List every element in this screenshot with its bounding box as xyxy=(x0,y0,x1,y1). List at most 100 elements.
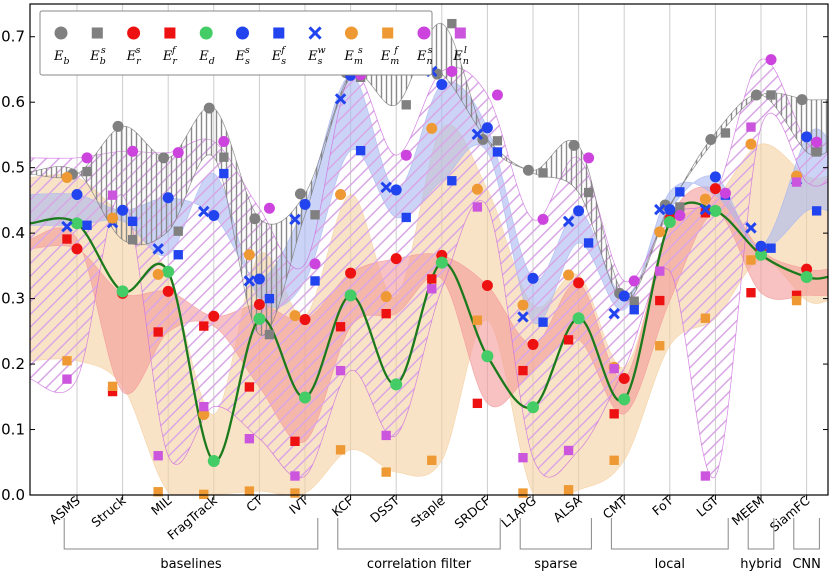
point-E_s-w-ct-b xyxy=(243,275,256,287)
point-E_r-s-ivt xyxy=(299,314,311,326)
group-label-hybrid: hybrid xyxy=(740,557,781,572)
ytick-label-5: 0.5 xyxy=(1,159,25,177)
point-E_n-s-lgt xyxy=(719,187,731,199)
point-E_r-s-lgt xyxy=(709,183,721,195)
point-E_m-s-lgt xyxy=(699,193,711,205)
point-E_r-s-dsst xyxy=(390,253,402,265)
point-E_n-s-fragtrack xyxy=(218,135,230,147)
point-E_d-meem xyxy=(755,248,767,261)
point-E_d-staple xyxy=(435,256,448,269)
legend-marker-E_r-s xyxy=(127,26,141,40)
point-E_r-s-ct xyxy=(253,298,265,310)
point-E_b-ivt xyxy=(294,188,306,200)
point-E_r-f-cmt xyxy=(609,409,619,419)
point-E_s-w-alsa-b xyxy=(562,215,575,228)
point-E_s-s-l1apg xyxy=(527,272,539,284)
xtick-label-kcf: KCF xyxy=(329,493,357,520)
point-E_s-s-meem xyxy=(755,240,767,252)
point-E_n-l-siamfc xyxy=(791,177,802,187)
point-E_n-s-cmt xyxy=(628,275,640,287)
point-E_s-w-cmt-b xyxy=(608,307,620,320)
point-E_n-s-ivt xyxy=(309,258,321,270)
legend: Eb Ebs Ers Erf Ed Ess Esf Esw Ems Emf Ens Enl xyxy=(39,10,469,76)
point-E_b-s-fragtrack xyxy=(219,152,229,162)
point-E_r-f-fot xyxy=(655,295,665,306)
legend-box xyxy=(39,10,433,76)
xtick-label-alsa: ALSA xyxy=(550,493,585,525)
point-E_d-struck xyxy=(116,285,129,298)
point-E_b-s-ivt xyxy=(310,210,320,220)
point-E_s-w-l1apg xyxy=(517,311,529,323)
point-E_s-w-lgt-b xyxy=(699,203,712,216)
legend-marker-E_m-f xyxy=(382,27,394,39)
legend-marker-E_s-w-b xyxy=(308,26,322,40)
point-E_b-staple xyxy=(431,68,443,80)
point-E_m-f-l1apg xyxy=(518,488,528,498)
point-E_m-s-fot xyxy=(654,226,666,238)
point-E_b-siamfc xyxy=(796,94,808,106)
point-E_n-l-ivt xyxy=(290,471,300,481)
point-E_s-s-dsst xyxy=(390,184,402,196)
bracket-baselines xyxy=(63,518,319,550)
point-E_s-f-fragtrack xyxy=(219,168,229,179)
point-E_n-s-alsa xyxy=(583,152,595,164)
point-E_b-alsa xyxy=(568,139,580,151)
point-E_n-l-staple xyxy=(427,284,437,294)
point-E_b-struck xyxy=(112,120,124,132)
group-label-CNN: CNN xyxy=(792,557,821,572)
point-E_m-f-kcf xyxy=(335,445,346,455)
point-E_m-f-ivt xyxy=(290,488,300,498)
point-E_s-w-mil-b xyxy=(152,243,164,255)
xtick-label-srdcf: SRDCF xyxy=(451,493,493,532)
legend-label-E_b: Eb xyxy=(53,49,70,67)
point-E_b-s-alsa xyxy=(583,187,594,198)
point-E_m-f-ct xyxy=(244,486,255,496)
point-E_s-f-staple xyxy=(447,176,457,186)
legend-marker-E_s-s xyxy=(236,26,249,40)
point-E_s-s-fragtrack xyxy=(208,209,220,221)
point-E_m-s-ivt xyxy=(289,310,301,322)
point-E_n-l-fragtrack xyxy=(199,401,209,412)
bracket-correlation-filter xyxy=(337,518,501,550)
point-E_m-s-mil xyxy=(152,268,164,280)
point-E_d-cmt xyxy=(618,393,631,406)
point-E_b-l1apg xyxy=(522,164,534,176)
legend-marker-E_s-f xyxy=(273,27,285,39)
point-E_n-l-struck xyxy=(107,190,118,200)
legend-label-E_r-s: Ers xyxy=(126,45,143,67)
point-E_s-f-ivt xyxy=(310,276,320,286)
point-E_r-f-ivt xyxy=(290,436,300,446)
point-E_d-siamfc xyxy=(800,270,813,283)
point-E_s-s-staple xyxy=(436,79,448,91)
point-E_n-s-siamfc xyxy=(811,136,823,148)
point-E_s-w-ct xyxy=(243,275,256,287)
group-label-sparse: sparse xyxy=(534,557,577,572)
point-E_n-l-cmt xyxy=(609,363,619,374)
point-E_s-w-kcf xyxy=(334,93,347,105)
legend-label-E_s-w: Esw xyxy=(307,45,326,67)
point-E_b-s-cmt xyxy=(629,296,639,306)
point-E_m-s-staple xyxy=(426,122,438,134)
xtick-label-struck: Struck xyxy=(88,492,129,530)
legend-label-E_d: Ed xyxy=(198,49,215,67)
group-label-baselines: baselines xyxy=(160,557,221,572)
point-E_m-s-srdcf xyxy=(471,183,483,195)
point-E_m-f-fot xyxy=(655,341,665,351)
point-E_r-f-fragtrack xyxy=(199,321,209,331)
point-E_s-s-lgt xyxy=(709,171,721,183)
point-E_m-f-struck xyxy=(107,381,118,392)
group-label-local: local xyxy=(655,557,685,572)
point-E_r-s-alsa xyxy=(573,277,585,289)
point-E_b-s-struck xyxy=(127,235,138,245)
legend-label-E_s-f: Esf xyxy=(271,45,287,67)
point-E_s-w-fragtrack-b xyxy=(198,205,210,218)
xtick-label-ivt: IVT xyxy=(286,493,311,517)
point-E_b-s-dsst xyxy=(401,100,411,110)
point-E_m-f-fragtrack xyxy=(199,489,209,500)
point-E_s-w-lgt xyxy=(699,203,712,216)
point-E_n-l-alsa xyxy=(563,445,574,456)
point-E_s-w-kcf-b xyxy=(334,93,347,105)
ytick-label-4: 0.4 xyxy=(1,224,25,242)
ytick-label-6: 0.6 xyxy=(1,93,25,111)
